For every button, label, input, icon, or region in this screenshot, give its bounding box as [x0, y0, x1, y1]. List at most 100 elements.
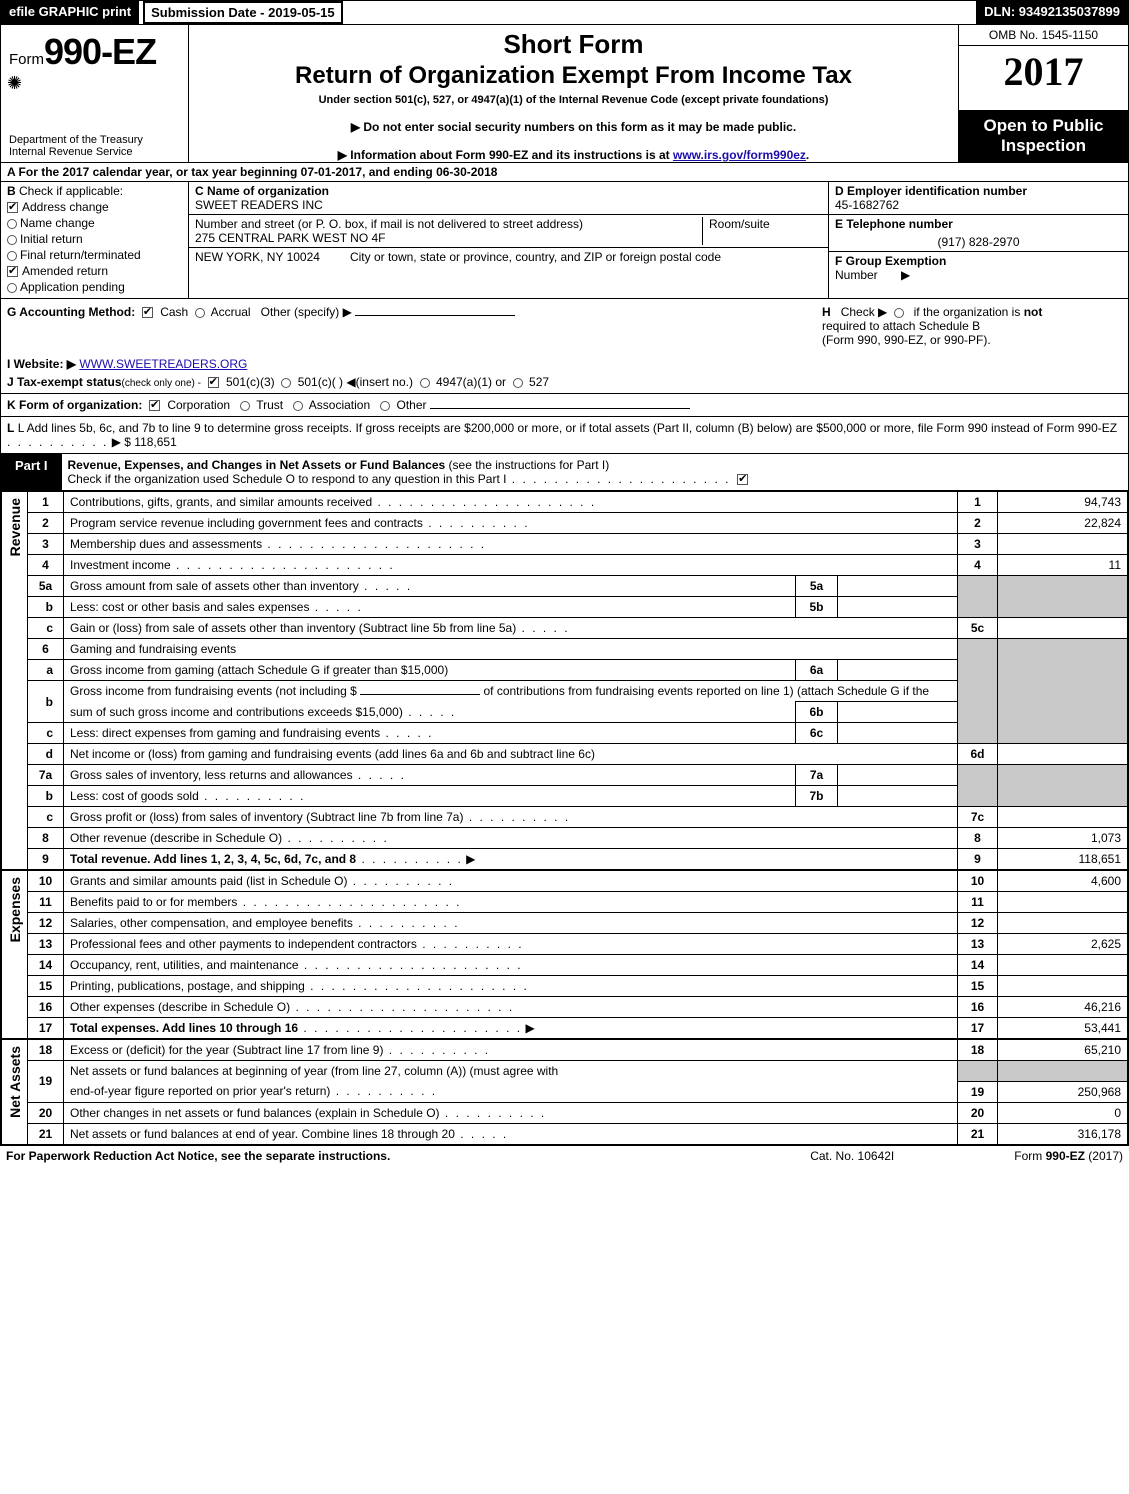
part-1-header: Part I Revenue, Expenses, and Changes in…	[1, 454, 1128, 491]
line-box: 11	[958, 892, 998, 913]
line-10: 10 Grants and similar amounts paid (list…	[28, 871, 1128, 892]
room-suite: Room/suite	[702, 217, 822, 245]
short-form-title: Short Form	[195, 25, 952, 60]
dots-icon	[356, 852, 463, 866]
g-other: Other (specify) ▶	[261, 305, 352, 319]
row-l-gross-receipts: L L Add lines 5b, 6c, and 7b to line 9 t…	[1, 417, 1128, 454]
line-desc: Membership dues and assessments	[64, 534, 958, 555]
part-1-title-rest: (see the instructions for Part I)	[445, 458, 609, 472]
i-label: I Website: ▶	[7, 357, 76, 371]
g-accounting-method: G Accounting Method: Cash Accrual Other …	[7, 305, 515, 347]
line-box: 18	[958, 1040, 998, 1061]
dots-icon	[403, 705, 456, 719]
row-a-mid: , and ending	[362, 165, 436, 179]
dots-icon	[353, 916, 460, 930]
line-desc: Less: cost of goods sold	[64, 786, 796, 807]
line-desc: Gain or (loss) from sale of assets other…	[64, 618, 958, 639]
revenue-side-label: Revenue	[1, 491, 27, 870]
line-7a: 7a Gross sales of inventory, less return…	[28, 765, 1128, 786]
mid-value	[838, 702, 958, 723]
line-desc-text: Membership dues and assessments	[70, 537, 262, 551]
line-desc-text: Other expenses (describe in Schedule O)	[70, 1000, 290, 1014]
gray-cell	[958, 765, 998, 807]
dots-icon	[330, 1084, 437, 1098]
line-no: 18	[28, 1040, 64, 1061]
mid-value	[838, 576, 958, 597]
checkbox-icon	[149, 400, 160, 411]
website-link[interactable]: WWW.SWEETREADERS.ORG	[79, 357, 247, 371]
radio-icon	[240, 401, 250, 411]
chk-initial-return[interactable]: Initial return	[7, 232, 182, 246]
part-1-title: Revenue, Expenses, and Changes in Net As…	[62, 454, 1128, 490]
radio-icon	[420, 378, 430, 388]
line-no: 21	[28, 1123, 64, 1144]
gray-cell	[998, 765, 1128, 807]
line-desc-text: Investment income	[70, 558, 171, 572]
chk-address-change[interactable]: Address change	[7, 200, 182, 214]
line-desc: Gaming and fundraising events	[64, 639, 958, 660]
line-value: 22,824	[998, 513, 1128, 534]
group-exemption-row: F Group Exemption Number ▶	[829, 252, 1128, 298]
chk-label: Application pending	[20, 280, 125, 294]
top-bar: efile GRAPHIC print Submission Date - 20…	[1, 1, 1128, 25]
dots-icon	[455, 1127, 508, 1141]
dots-icon	[309, 600, 362, 614]
j-o1: 501(c)(3)	[226, 375, 275, 389]
line-desc: Other changes in net assets or fund bala…	[64, 1102, 958, 1123]
department-label: Department of the Treasury Internal Reve…	[1, 132, 188, 162]
line-desc: Investment income	[64, 555, 958, 576]
dots-icon	[298, 1021, 522, 1035]
line-no: 9	[28, 849, 64, 870]
dots-icon	[199, 789, 306, 803]
radio-icon	[195, 308, 205, 318]
org-name: SWEET READERS INC	[195, 198, 822, 212]
treasury-seal-icon: ✺	[1, 73, 188, 94]
line-no: 14	[28, 955, 64, 976]
g-other-input[interactable]	[355, 315, 515, 316]
line-no: 12	[28, 913, 64, 934]
k-other-input[interactable]	[430, 408, 690, 409]
footer-right-post: (2017)	[1085, 1149, 1123, 1163]
checkbox-icon	[142, 307, 153, 318]
chk-name-change[interactable]: Name change	[7, 216, 182, 230]
j-label: J Tax-exempt status	[7, 375, 122, 389]
line-desc: Grants and similar amounts paid (list in…	[64, 871, 958, 892]
submission-date: Submission Date - 2019-05-15	[143, 1, 343, 24]
footer-right: Form 990-EZ (2017)	[1014, 1149, 1123, 1163]
line-desc-text: Total expenses. Add lines 10 through 16	[70, 1021, 298, 1035]
k-o3: Association	[309, 398, 370, 412]
city-label: City or town, state or province, country…	[350, 250, 721, 296]
line-desc-text: Excess or (deficit) for the year (Subtra…	[70, 1043, 383, 1057]
h-label: H	[822, 305, 831, 319]
chk-final-return[interactable]: Final return/terminated	[7, 248, 182, 262]
line-value: 94,743	[998, 492, 1128, 513]
revenue-label-text: Revenue	[7, 492, 23, 562]
line-box: 7c	[958, 807, 998, 828]
org-street: 275 CENTRAL PARK WEST NO 4F	[195, 231, 386, 245]
chk-amended-return[interactable]: Amended return	[7, 264, 182, 278]
expenses-side-label: Expenses	[1, 870, 27, 1039]
dots-icon	[262, 537, 486, 551]
line-value	[998, 955, 1128, 976]
k-o4: Other	[397, 398, 427, 412]
dots-icon	[506, 472, 730, 486]
k-o1: Corporation	[167, 398, 230, 412]
footer-right-pre: Form	[1014, 1149, 1045, 1163]
line-no: 15	[28, 976, 64, 997]
form-instructions-link[interactable]: www.irs.gov/form990ez	[673, 148, 806, 162]
row-k-form-of-org: K Form of organization: Corporation Trus…	[1, 394, 1128, 417]
line-value	[998, 892, 1128, 913]
row-i-website: I Website: ▶ WWW.SWEETREADERS.ORG	[1, 353, 1128, 373]
header-right: OMB No. 1545-1150 2017 Open to Public In…	[958, 25, 1128, 162]
line-value	[998, 913, 1128, 934]
line-18: 18 Excess or (deficit) for the year (Sub…	[28, 1040, 1128, 1061]
chk-application-pending[interactable]: Application pending	[7, 280, 182, 294]
blank-input[interactable]	[360, 694, 480, 695]
h-text2: if the organization is	[914, 305, 1021, 319]
line-box: 20	[958, 1102, 998, 1123]
page-footer: For Paperwork Reduction Act Notice, see …	[0, 1146, 1129, 1166]
arrow-icon: ▶	[525, 1021, 534, 1035]
expenses-table: 10 Grants and similar amounts paid (list…	[27, 870, 1128, 1039]
line-no: c	[28, 618, 64, 639]
line-17: 17 Total expenses. Add lines 10 through …	[28, 1018, 1128, 1039]
